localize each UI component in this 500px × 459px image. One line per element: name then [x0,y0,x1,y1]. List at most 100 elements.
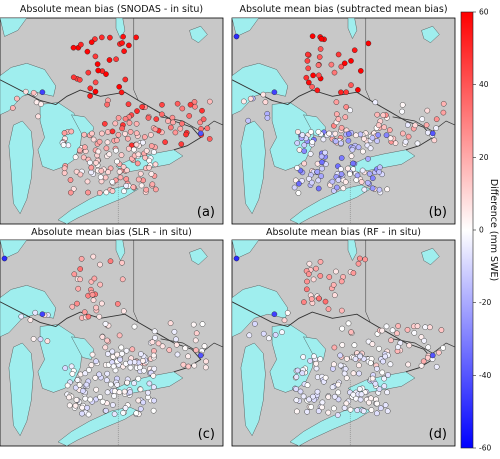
station-point [116,168,123,175]
island [421,25,440,43]
station-point [94,61,101,67]
station-point [305,79,312,86]
station-point [107,258,114,265]
station-point [142,154,148,161]
station-point [233,255,240,262]
station-point [73,384,79,391]
station-point [308,129,314,135]
station-point [308,404,314,410]
station-point [356,362,362,369]
station-point [115,115,122,121]
station-point [68,128,75,135]
station-point [318,153,325,160]
station-point [328,61,335,68]
station-point [190,321,197,328]
station-point [120,410,126,416]
station-point [139,104,145,110]
station-point [385,372,391,378]
station-point [342,114,349,120]
station-point [381,124,388,130]
station-point [104,389,111,396]
colorbar-label: Difference (mm SWE) [488,179,499,281]
station-point [150,407,157,414]
station-point [159,102,165,108]
station-point [105,169,111,175]
station-point [202,364,209,371]
station-point [105,129,111,135]
station-point [197,352,204,359]
station-point [380,112,387,118]
station-point [103,407,109,414]
station-point [104,101,110,108]
station-point [330,365,336,372]
station-point [127,129,134,135]
station-point [314,168,321,175]
station-point [360,408,367,414]
station-point [39,89,46,95]
station-point [93,304,99,311]
station-point [74,377,81,383]
station-point [266,335,272,342]
station-point [420,358,427,365]
station-point [102,121,108,127]
station-point [440,109,447,116]
station-point [334,184,340,191]
station-point [343,400,350,407]
station-point [374,400,380,407]
station-point [166,347,173,353]
station-point [338,140,344,147]
station-point [76,382,83,388]
station-point [382,402,389,408]
station-point [315,185,322,192]
station-point [338,278,345,285]
station-point [296,180,302,187]
station-point [310,72,316,79]
station-point [376,169,382,175]
station-point [143,147,150,154]
station-point [297,388,304,395]
station-point [65,142,72,149]
station-point [331,405,337,412]
station-point [425,344,432,351]
station-point [357,353,363,360]
station-point [348,58,354,64]
station-point [193,347,199,353]
station-point [376,386,383,392]
station-point [70,74,77,81]
station-point [137,364,143,371]
station-point [252,321,258,327]
station-point [356,255,363,262]
station-point [170,119,176,126]
station-point [118,152,125,158]
station-point [90,136,97,143]
station-point [247,95,254,102]
station-point [351,342,358,349]
station-point [341,370,348,377]
station-point [329,178,336,185]
station-point [151,328,158,335]
station-point [130,184,137,190]
station-point [335,389,342,396]
station-point [357,396,364,403]
hudson-bay [231,17,260,37]
colorbar-tick-label: 60 [479,8,489,17]
station-point [133,34,139,41]
panel-title: Absolute mean bias (RF - in situ) [266,227,421,238]
station-point [173,341,180,348]
station-point [38,101,44,107]
station-point [86,367,92,373]
station-point [95,148,102,155]
station-point [342,179,349,185]
station-point [345,131,352,137]
station-point [412,122,419,129]
station-point [118,344,125,351]
station-point [61,165,68,172]
station-point [114,137,120,144]
station-point [433,363,440,370]
station-point [113,147,119,154]
station-point [127,359,133,366]
station-point [71,271,78,278]
station-point [116,84,122,90]
station-point [115,301,121,307]
station-point [108,381,114,388]
